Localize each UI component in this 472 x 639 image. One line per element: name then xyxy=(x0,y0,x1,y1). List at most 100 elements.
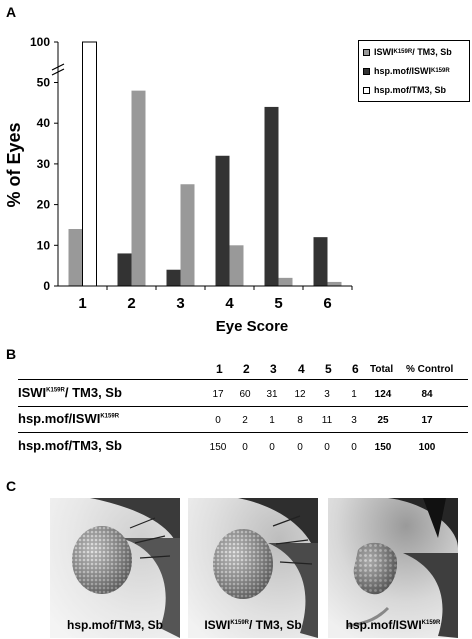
legend-item-mof-iswi: hsp.mof/ISWI K159R xyxy=(363,66,450,76)
row-label-iswi: ISWIK159R/ TM3, Sb xyxy=(18,385,122,400)
fly-photo-3: hsp.mof/ISWIK159R xyxy=(328,498,458,638)
table-rule-2 xyxy=(18,432,468,433)
bar-6-series-1 xyxy=(313,237,328,286)
y-tick-label: 20 xyxy=(37,198,51,212)
caption-text: hsp.mof/ISWI xyxy=(345,618,422,632)
bar-4-series-1 xyxy=(215,155,230,286)
bar-6-series-0 xyxy=(327,281,342,286)
legend-text: ISWI xyxy=(374,47,394,57)
photo-caption-2: ISWIK159R/ TM3, Sb xyxy=(188,618,318,632)
photo-caption-3: hsp.mof/ISWIK159R xyxy=(328,618,458,632)
x-tick-label: 6 xyxy=(323,295,331,312)
cell: 31 xyxy=(266,389,278,400)
y-tick-label: 30 xyxy=(37,157,51,171)
row-label-text: hsp.mof/ISWI xyxy=(18,411,101,426)
y-tick-label: 10 xyxy=(37,238,51,252)
legend-swatch-mof-tm3 xyxy=(363,86,370,94)
legend-text: hsp.mof/TM3, Sb xyxy=(374,85,446,95)
panel-letter-b: B xyxy=(6,346,17,362)
bar-1-series-0 xyxy=(68,229,83,286)
cell: 150 xyxy=(209,442,227,453)
axis-break-mark xyxy=(51,68,65,76)
bar-2-series-0 xyxy=(131,90,146,286)
cell: 8 xyxy=(297,415,303,426)
table-rule-top xyxy=(18,379,468,380)
cell: 3 xyxy=(324,389,330,400)
panel-letter-a: A xyxy=(6,4,17,20)
bar-3-series-1 xyxy=(166,269,181,286)
fly-eye-illustration xyxy=(50,498,180,638)
row-label-sup: K159R xyxy=(46,387,65,394)
cell: 1 xyxy=(351,389,357,400)
row-label-text: ISWI xyxy=(18,385,47,400)
cell: 60 xyxy=(239,389,251,400)
col-header-3: 3 xyxy=(270,362,277,376)
x-tick-label: 2 xyxy=(127,295,135,312)
cell-total: 124 xyxy=(374,389,392,400)
bar-3-series-0 xyxy=(180,184,195,286)
legend-sup: K159R xyxy=(393,49,413,55)
bar-1-series-2 xyxy=(82,41,97,287)
cell: 3 xyxy=(351,415,357,426)
cell: 11 xyxy=(321,415,333,426)
bars-group xyxy=(68,41,342,287)
x-tick-label: 5 xyxy=(274,295,282,312)
cell: 0 xyxy=(351,442,357,453)
row-label-text: hsp.mof/TM3, Sb xyxy=(18,438,122,453)
y-tick-label: 40 xyxy=(37,116,51,130)
caption-sup: K159R xyxy=(230,620,249,626)
legend-sup: K159R xyxy=(431,68,450,74)
table-rule-1 xyxy=(18,406,468,407)
col-header-5: 5 xyxy=(325,362,332,376)
caption-text: / TM3, Sb xyxy=(249,618,302,632)
bar-2-series-1 xyxy=(117,253,132,286)
cell-control: 84 xyxy=(421,389,433,400)
cell: 0 xyxy=(242,442,248,453)
panel-letter-c: C xyxy=(6,478,17,494)
axis-break-mark xyxy=(51,63,65,71)
row-label-mof-tm3: hsp.mof/TM3, Sb xyxy=(18,438,122,453)
row-label-sup: K159R xyxy=(100,413,120,420)
legend-item-mof-tm3: hsp.mof/TM3, Sb xyxy=(363,85,446,95)
cell: 0 xyxy=(269,442,275,453)
y-axis-label: % of Eyes xyxy=(4,122,24,207)
fly-eye-illustration xyxy=(188,498,318,638)
col-header-4: 4 xyxy=(298,362,305,376)
x-tick-label: 4 xyxy=(225,295,234,312)
row-label-mof-iswi: hsp.mof/ISWIK159R xyxy=(18,411,119,426)
x-axis-label: Eye Score xyxy=(216,318,289,335)
col-header-control: % Control xyxy=(406,364,454,375)
y-tick-label: 100 xyxy=(30,35,50,49)
caption-text: ISWI xyxy=(204,618,231,632)
bar-4-series-0 xyxy=(229,245,244,286)
col-header-6: 6 xyxy=(352,362,359,376)
col-header-1: 1 xyxy=(216,362,223,376)
x-tick-label: 1 xyxy=(78,295,86,312)
cell: 12 xyxy=(294,389,306,400)
x-tick-label: 3 xyxy=(176,295,184,312)
cell: 1 xyxy=(269,415,275,426)
cell-total: 150 xyxy=(374,442,392,453)
cell-control: 100 xyxy=(418,442,436,453)
chart-legend: ISWI K159R / TM3, Sb hsp.mof/ISWI K159R hsp… xyxy=(358,40,470,102)
axes-group: 1 2 3 4 5 6 0 10 20 30 40 50 100 xyxy=(30,35,353,312)
cell: 0 xyxy=(324,442,330,453)
bar-5-series-0 xyxy=(278,277,293,286)
cell-total: 25 xyxy=(377,415,389,426)
fly-photo-1: hsp.mof/TM3, Sb xyxy=(50,498,180,638)
legend-swatch-iswi xyxy=(363,48,370,56)
bar-chart: 1 2 3 4 5 6 0 10 20 30 40 50 100 % of Eyes Eye Score xyxy=(4,35,353,335)
row-label-text: / TM3, Sb xyxy=(64,385,122,400)
caption-text: hsp.mof/TM3, Sb xyxy=(67,618,163,632)
legend-text: hsp.mof/ISWI xyxy=(374,66,431,76)
cell-control: 17 xyxy=(421,415,433,426)
cell: 2 xyxy=(242,415,248,426)
bar-5-series-1 xyxy=(264,106,279,286)
caption-sup: K159R xyxy=(421,620,441,626)
cell: 17 xyxy=(212,389,224,400)
fly-photo-2: ISWIK159R/ TM3, Sb xyxy=(188,498,318,638)
cell: 0 xyxy=(297,442,303,453)
legend-swatch-mof-iswi xyxy=(363,67,370,75)
y-tick-label: 0 xyxy=(43,279,50,293)
fly-eye-illustration xyxy=(328,498,458,638)
